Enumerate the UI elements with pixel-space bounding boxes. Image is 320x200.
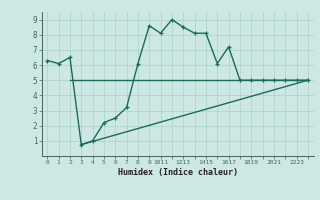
- X-axis label: Humidex (Indice chaleur): Humidex (Indice chaleur): [118, 168, 237, 177]
